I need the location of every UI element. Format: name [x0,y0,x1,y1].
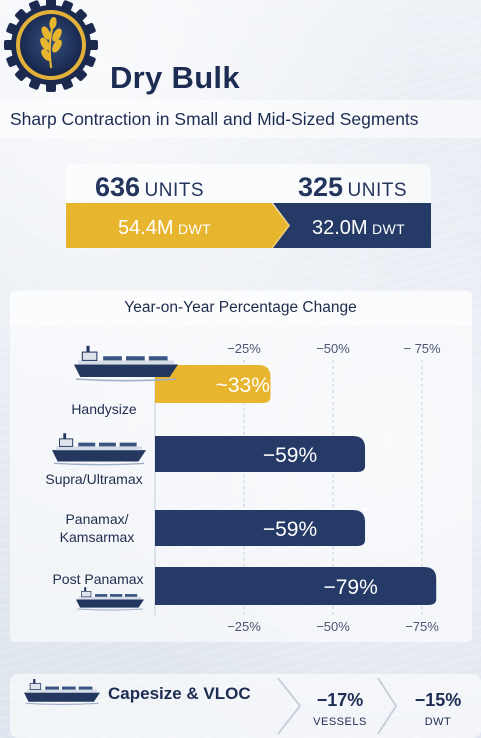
dwt-before: 54.4M DWT [118,217,211,240]
category-label-2: Panamax/ Kamsarmax [59,511,135,545]
dwt-before-value: 54.4M [118,217,174,239]
arrow-chevron-icon [268,203,290,248]
handysize-ship-icon [74,345,178,382]
tick-label-bottom-0: −25% [227,619,261,634]
data-label-3: −79% [323,576,377,599]
bar-0 [155,365,271,403]
capesize-ship-icon [24,678,100,705]
page-title: Dry Bulk [110,60,240,95]
data-label-0: ~33% [216,374,270,397]
tick-label-bottom-2: −75% [405,619,439,634]
units-before-word: UNITS [144,180,205,201]
capesize-vessels-caption: VESSELS [313,716,367,728]
subtitle-band [0,100,481,138]
capesize-dwt-caption: DWT [424,716,452,728]
category-label-0: Handysize [71,401,137,417]
bar-1 [155,436,366,472]
supramax-ship-icon [52,433,146,466]
tick-label-top-2: − 75% [403,341,441,356]
data-label-2: −59% [263,518,317,541]
dwt-after-value: 32.0M [312,217,368,239]
wheat-gear-icon [4,0,98,92]
category-label-3: Post Panamax [52,571,144,587]
chart-title: Year-on-Year Percentage Change [124,299,357,316]
tick-label-top-0: −25% [227,341,261,356]
category-label-1: Supra/Ultramax [45,471,143,487]
dwt-after-word: DWT [372,221,406,237]
units-after: 325 UNITS [298,172,407,203]
stat-divider-chevron-icon [277,677,302,735]
postpanamax-ship-icon [76,587,144,611]
dwt-before-band [66,203,288,248]
capesize-vessels-value: −17% [316,690,364,710]
tick-label-top-1: −50% [316,341,350,356]
units-before-value: 636 [95,172,141,202]
dwt-bands [66,203,431,248]
page-subtitle: Sharp Contraction in Small and Mid-Sized… [10,109,419,129]
bar-3 [155,567,437,605]
dwt-after-band [273,203,431,248]
data-label-1: −59% [263,444,317,467]
units-before: 636 UNITS [95,172,204,203]
capesize-panel [10,674,481,738]
chart-title-band [10,292,472,326]
capesize-label: Capesize & VLOC [108,684,251,703]
dwt-after: 32.0M DWT [312,217,405,240]
units-after-word: UNITS [347,180,408,201]
capesize-dwt-value: −15% [414,690,462,710]
stat-divider-chevron-icon-2 [377,677,398,735]
dwt-before-word: DWT [178,221,212,237]
units-after-value: 325 [298,172,344,202]
bar-2 [155,510,366,546]
tick-label-bottom-1: −50% [316,619,350,634]
